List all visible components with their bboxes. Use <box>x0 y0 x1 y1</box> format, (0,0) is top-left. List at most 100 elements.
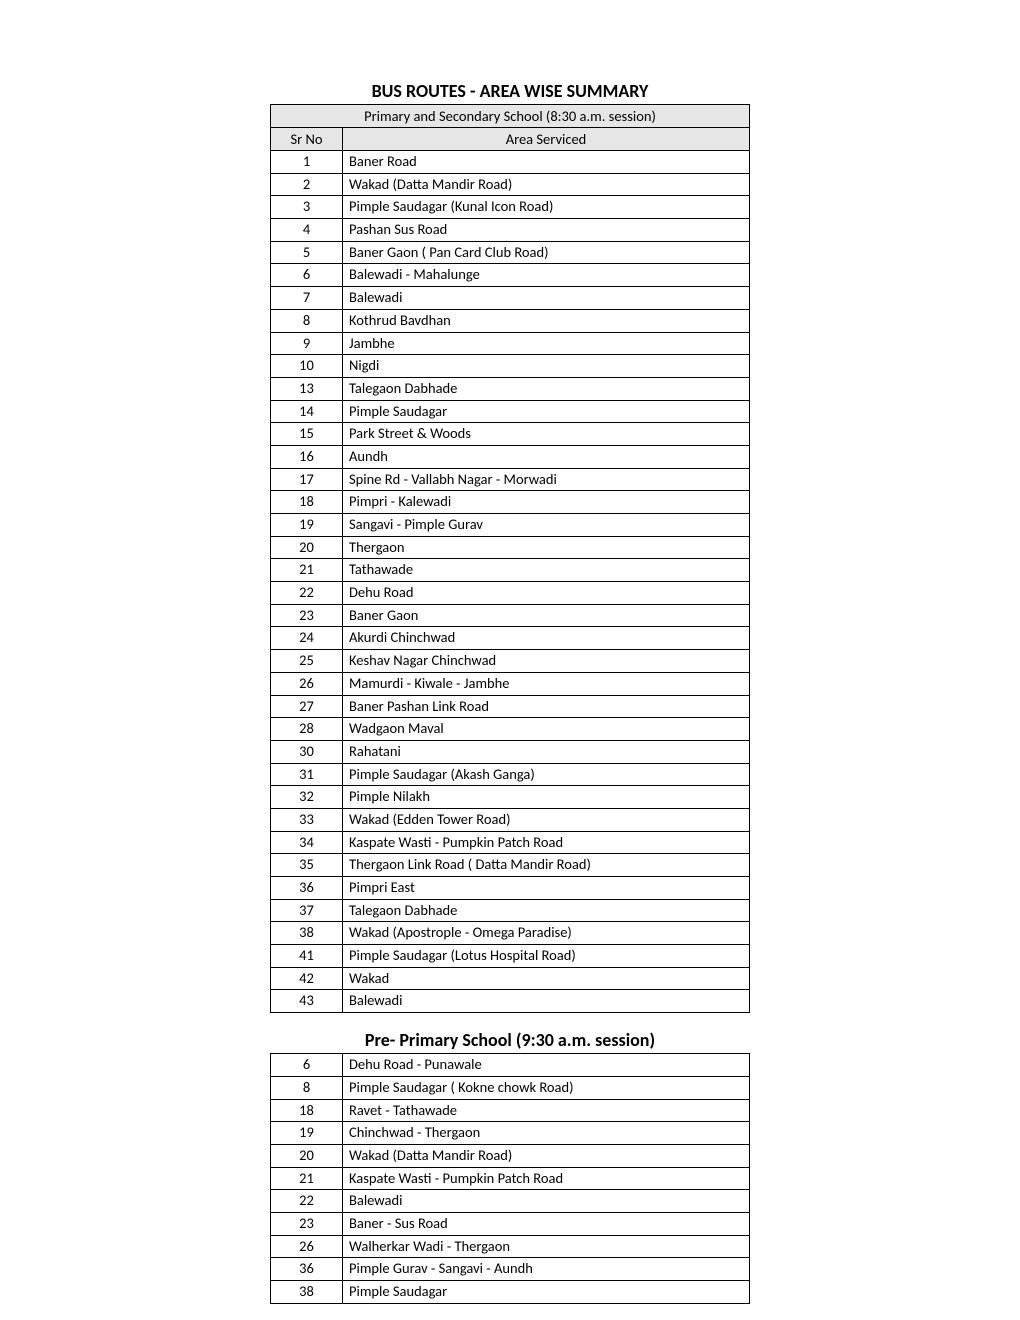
col-area-serviced: Area Serviced <box>343 128 750 151</box>
sr-no-cell: 32 <box>271 786 343 809</box>
area-cell: Keshav Nagar Chinchwad <box>343 650 750 673</box>
area-cell: Balewadi <box>343 1190 750 1213</box>
area-cell: Wakad (Apostrople - Omega Paradise) <box>343 922 750 945</box>
sr-no-cell: 41 <box>271 945 343 968</box>
sr-no-cell: 30 <box>271 740 343 763</box>
primary-table-columns-row: Sr No Area Serviced <box>271 128 750 151</box>
table-row: 22Dehu Road <box>271 582 750 605</box>
area-cell: Mamurdi - Kiwale - Jambhe <box>343 672 750 695</box>
table-row: 15Park Street & Woods <box>271 423 750 446</box>
area-cell: Pimpri - Kalewadi <box>343 491 750 514</box>
area-cell: Tathawade <box>343 559 750 582</box>
table-row: 23Baner - Sus Road <box>271 1212 750 1235</box>
table-row: 18Ravet - Tathawade <box>271 1099 750 1122</box>
table-row: 5Baner Gaon ( Pan Card Club Road) <box>271 241 750 264</box>
table-row: 3Pimple Saudagar (Kunal Icon Road) <box>271 196 750 219</box>
col-sr-no: Sr No <box>271 128 343 151</box>
sr-no-cell: 38 <box>271 1281 343 1304</box>
table-row: 32Pimple Nilakh <box>271 786 750 809</box>
sr-no-cell: 10 <box>271 355 343 378</box>
area-cell: Akurdi Chinchwad <box>343 627 750 650</box>
page: BUS ROUTES - AREA WISE SUMMARY Primary a… <box>0 0 1020 1320</box>
area-cell: Balewadi <box>343 287 750 310</box>
area-cell: Pimple Saudagar <box>343 1281 750 1304</box>
area-cell: Pimple Nilakh <box>343 786 750 809</box>
area-cell: Dehu Road - Punawale <box>343 1054 750 1077</box>
sr-no-cell: 24 <box>271 627 343 650</box>
sr-no-cell: 21 <box>271 1167 343 1190</box>
table-row: 19Sangavi - Pimple Gurav <box>271 514 750 537</box>
area-cell: Talegaon Dabhade <box>343 377 750 400</box>
area-cell: Pimple Saudagar (Kunal Icon Road) <box>343 196 750 219</box>
sr-no-cell: 42 <box>271 967 343 990</box>
area-cell: Kothrud Bavdhan <box>343 309 750 332</box>
area-cell: Pimple Saudagar (Lotus Hospital Road) <box>343 945 750 968</box>
sr-no-cell: 27 <box>271 695 343 718</box>
sr-no-cell: 17 <box>271 468 343 491</box>
area-cell: Sangavi - Pimple Gurav <box>343 514 750 537</box>
table-row: 24Akurdi Chinchwad <box>271 627 750 650</box>
sr-no-cell: 19 <box>271 514 343 537</box>
sr-no-cell: 37 <box>271 899 343 922</box>
sr-no-cell: 8 <box>271 1076 343 1099</box>
table-row: 38Wakad (Apostrople - Omega Paradise) <box>271 922 750 945</box>
sr-no-cell: 31 <box>271 763 343 786</box>
sr-no-cell: 26 <box>271 672 343 695</box>
table-row: 36Pimple Gurav - Sangavi - Aundh <box>271 1258 750 1281</box>
table-row: 13Talegaon Dabhade <box>271 377 750 400</box>
table-row: 1Baner Road <box>271 151 750 174</box>
area-cell: Spine Rd - Vallabh Nagar - Morwadi <box>343 468 750 491</box>
page-title: BUS ROUTES - AREA WISE SUMMARY <box>130 80 890 102</box>
area-cell: Wakad (Datta Mandir Road) <box>343 173 750 196</box>
table-row: 21Tathawade <box>271 559 750 582</box>
table-row: 19Chinchwad - Thergaon <box>271 1122 750 1145</box>
sr-no-cell: 43 <box>271 990 343 1013</box>
primary-table: Primary and Secondary School (8:30 a.m. … <box>270 104 750 1013</box>
area-cell: Pashan Sus Road <box>343 219 750 242</box>
preprimary-title: Pre- Primary School (9:30 a.m. session) <box>130 1029 890 1051</box>
sr-no-cell: 9 <box>271 332 343 355</box>
sr-no-cell: 1 <box>271 151 343 174</box>
table-row: 16Aundh <box>271 445 750 468</box>
area-cell: Rahatani <box>343 740 750 763</box>
table-row: 31Pimple Saudagar (Akash Ganga) <box>271 763 750 786</box>
sr-no-cell: 13 <box>271 377 343 400</box>
area-cell: Kaspate Wasti - Pumpkin Patch Road <box>343 1167 750 1190</box>
table-row: 27Baner Pashan Link Road <box>271 695 750 718</box>
sr-no-cell: 19 <box>271 1122 343 1145</box>
sr-no-cell: 34 <box>271 831 343 854</box>
area-cell: Chinchwad - Thergaon <box>343 1122 750 1145</box>
sr-no-cell: 15 <box>271 423 343 446</box>
table-row: 41Pimple Saudagar (Lotus Hospital Road) <box>271 945 750 968</box>
sr-no-cell: 6 <box>271 1054 343 1077</box>
table-row: 34Kaspate Wasti - Pumpkin Patch Road <box>271 831 750 854</box>
area-cell: Dehu Road <box>343 582 750 605</box>
table-row: 23Baner Gaon <box>271 604 750 627</box>
table-row: 6Dehu Road - Punawale <box>271 1054 750 1077</box>
table-row: 10Nigdi <box>271 355 750 378</box>
table-row: 18Pimpri - Kalewadi <box>271 491 750 514</box>
table-row: 35Thergaon Link Road ( Datta Mandir Road… <box>271 854 750 877</box>
sr-no-cell: 18 <box>271 1099 343 1122</box>
area-cell: Pimple Saudagar <box>343 400 750 423</box>
area-cell: Pimple Gurav - Sangavi - Aundh <box>343 1258 750 1281</box>
sr-no-cell: 36 <box>271 877 343 900</box>
sr-no-cell: 18 <box>271 491 343 514</box>
area-cell: Walherkar Wadi - Thergaon <box>343 1235 750 1258</box>
sr-no-cell: 5 <box>271 241 343 264</box>
table-row: 33Wakad (Edden Tower Road) <box>271 808 750 831</box>
table-row: 36Pimpri East <box>271 877 750 900</box>
area-cell: Wadgaon Maval <box>343 718 750 741</box>
sr-no-cell: 25 <box>271 650 343 673</box>
area-cell: Baner - Sus Road <box>343 1212 750 1235</box>
table-row: 38Pimple Saudagar <box>271 1281 750 1304</box>
sr-no-cell: 14 <box>271 400 343 423</box>
table-row: 28Wadgaon Maval <box>271 718 750 741</box>
sr-no-cell: 22 <box>271 1190 343 1213</box>
area-cell: Kaspate Wasti - Pumpkin Patch Road <box>343 831 750 854</box>
sr-no-cell: 21 <box>271 559 343 582</box>
area-cell: Thergaon Link Road ( Datta Mandir Road) <box>343 854 750 877</box>
sr-no-cell: 4 <box>271 219 343 242</box>
area-cell: Wakad (Datta Mandir Road) <box>343 1144 750 1167</box>
table-row: 26 Walherkar Wadi - Thergaon <box>271 1235 750 1258</box>
